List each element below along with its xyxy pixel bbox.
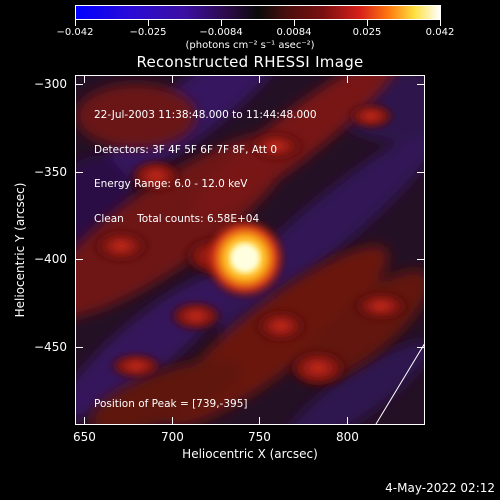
colorbar-units: (photons cm⁻² s⁻¹ asec⁻²) xyxy=(185,40,315,51)
y-axis-label: Heliocentric Y (arcsec) xyxy=(13,182,27,318)
info-energy-range: Energy Range: 6.0 - 12.0 keV xyxy=(94,178,248,190)
colorbar-tick xyxy=(75,20,76,26)
colorbar-label: 0.0084 xyxy=(276,27,312,38)
x-tick-label: 750 xyxy=(248,430,271,444)
x-tick-label: 800 xyxy=(336,430,359,444)
y-tick-label: −450 xyxy=(34,340,67,354)
colorbar-label: −0.042 xyxy=(56,27,94,38)
colorbar xyxy=(75,5,441,20)
y-tick-label: −350 xyxy=(34,165,67,179)
solar-limb-line xyxy=(375,343,424,424)
colorbar-label: 0.042 xyxy=(425,27,455,38)
y-tick-label: −300 xyxy=(34,77,67,91)
colorbar-tick xyxy=(367,20,368,26)
peak-source xyxy=(203,216,287,300)
heatmap-image xyxy=(76,76,424,424)
render-timestamp: 4-May-2022 02:12 xyxy=(385,481,495,495)
colorbar-labels: −0.042 −0.025 −0.0084 0.0084 0.025 0.042 xyxy=(0,0,500,40)
colorbar-label: −0.025 xyxy=(129,27,167,38)
colorbar-label: −0.0084 xyxy=(199,27,243,38)
colorbar-tick xyxy=(221,20,222,26)
plot-title: Reconstructed RHESSI Image xyxy=(136,53,364,71)
x-tick-label: 650 xyxy=(73,430,96,444)
y-tick-label: −400 xyxy=(34,252,67,266)
colorbar-tick xyxy=(148,20,149,26)
x-tick-label: 700 xyxy=(161,430,184,444)
colorbar-ticks xyxy=(75,20,441,32)
x-axis-label: Heliocentric X (arcsec) xyxy=(182,447,318,461)
colorbar-tick xyxy=(294,20,295,26)
colorbar-label: 0.025 xyxy=(352,27,382,38)
image-plot-area xyxy=(75,75,425,425)
observation-info: 22-Jul-2003 11:38:48.000 to 11:44:48.000… xyxy=(94,87,317,248)
info-detectors: Detectors: 3F 4F 5F 6F 7F 8F, Att 0 xyxy=(94,143,278,156)
peak-position: Position of Peak = [739,-395] xyxy=(94,398,248,410)
colorbar-tick xyxy=(440,20,441,26)
info-time-range: 22-Jul-2003 11:38:48.000 to 11:44:48.000 xyxy=(94,109,317,121)
info-clean-counts: Clean Total counts: 6.58E+04 xyxy=(94,212,260,225)
